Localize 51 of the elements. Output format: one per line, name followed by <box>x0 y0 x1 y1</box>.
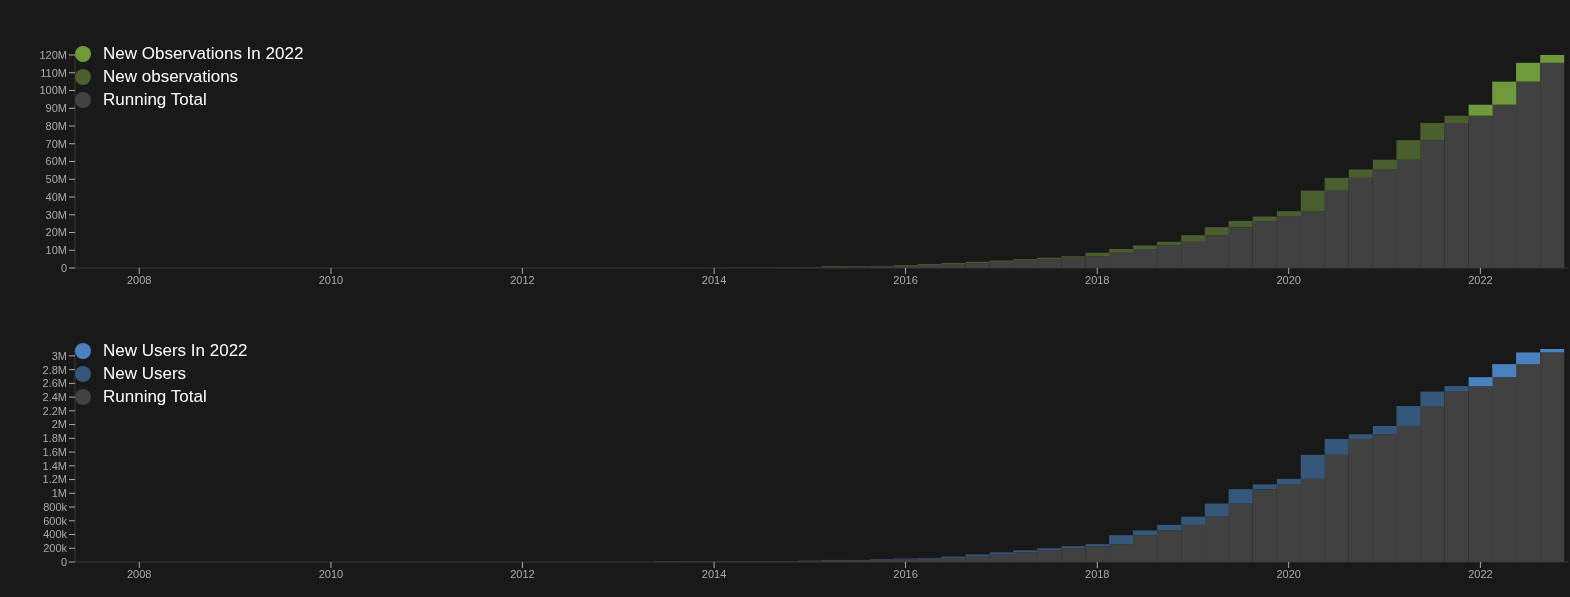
y-tick-label: 200k <box>43 542 68 555</box>
y-tick-label: 1.8M <box>42 432 67 445</box>
y-tick-label: 90M <box>45 102 67 115</box>
x-tick-label: 2020 <box>1276 273 1301 286</box>
y-tick-label: 60M <box>45 155 67 168</box>
y-tick-label: 800k <box>43 500 68 513</box>
x-tick-label: 2018 <box>1085 567 1110 580</box>
x-tick-label: 2020 <box>1276 567 1301 580</box>
legend-label: New Users <box>103 363 187 385</box>
y-tick-label: 30M <box>45 208 67 221</box>
legend-label: New Users In 2022 <box>103 340 248 362</box>
x-tick-label: 2008 <box>127 567 152 580</box>
y-tick-label: 1M <box>51 487 67 500</box>
x-tick-label: 2018 <box>1085 273 1110 286</box>
y-tick-label: 20M <box>45 226 67 239</box>
y-tick-label: 70M <box>45 137 67 150</box>
x-tick-label: 2022 <box>1468 567 1493 580</box>
y-tick-label: 0 <box>60 555 67 568</box>
legend-label: New Observations In 2022 <box>103 43 304 65</box>
y-tick-label: 1.2M <box>42 473 67 486</box>
x-tick-label: 2016 <box>893 567 918 580</box>
y-tick-label: 2.4M <box>42 391 67 403</box>
x-tick-label: 2022 <box>1468 273 1493 286</box>
y-tick-label: 0 <box>60 261 67 274</box>
y-tick-label: 600k <box>43 514 68 527</box>
x-tick-label: 2014 <box>701 273 727 286</box>
y-tick-label: 50M <box>45 173 67 186</box>
y-tick-label: 40M <box>45 190 67 203</box>
legend-label: New observations <box>103 66 239 88</box>
y-tick-label: 1.6M <box>42 445 67 458</box>
x-tick-label: 2010 <box>318 567 344 580</box>
x-tick-label: 2012 <box>510 273 535 286</box>
x-tick-label: 2008 <box>127 273 152 286</box>
y-tick-label: 3M <box>51 349 67 362</box>
y-tick-label: 400k <box>43 528 68 541</box>
x-tick-label: 2010 <box>318 273 344 286</box>
y-tick-label: 2M <box>51 418 67 431</box>
y-tick-label: 100M <box>39 84 67 97</box>
x-tick-label: 2014 <box>701 567 727 580</box>
y-tick-label: 2.6M <box>42 377 67 390</box>
y-tick-label: 10M <box>45 244 67 257</box>
y-tick-label: 2.8M <box>42 363 67 376</box>
y-tick-label: 110M <box>40 66 67 79</box>
y-tick-label: 80M <box>45 119 67 132</box>
legend-label: Running Total <box>103 89 207 111</box>
x-tick-label: 2012 <box>510 567 535 580</box>
x-tick-label: 2016 <box>893 273 918 286</box>
y-tick-label: 120M <box>39 48 67 61</box>
y-tick-label: 2.2M <box>42 404 67 417</box>
y-tick-label: 1.4M <box>42 459 67 472</box>
legend-label: Running Total <box>103 386 207 408</box>
